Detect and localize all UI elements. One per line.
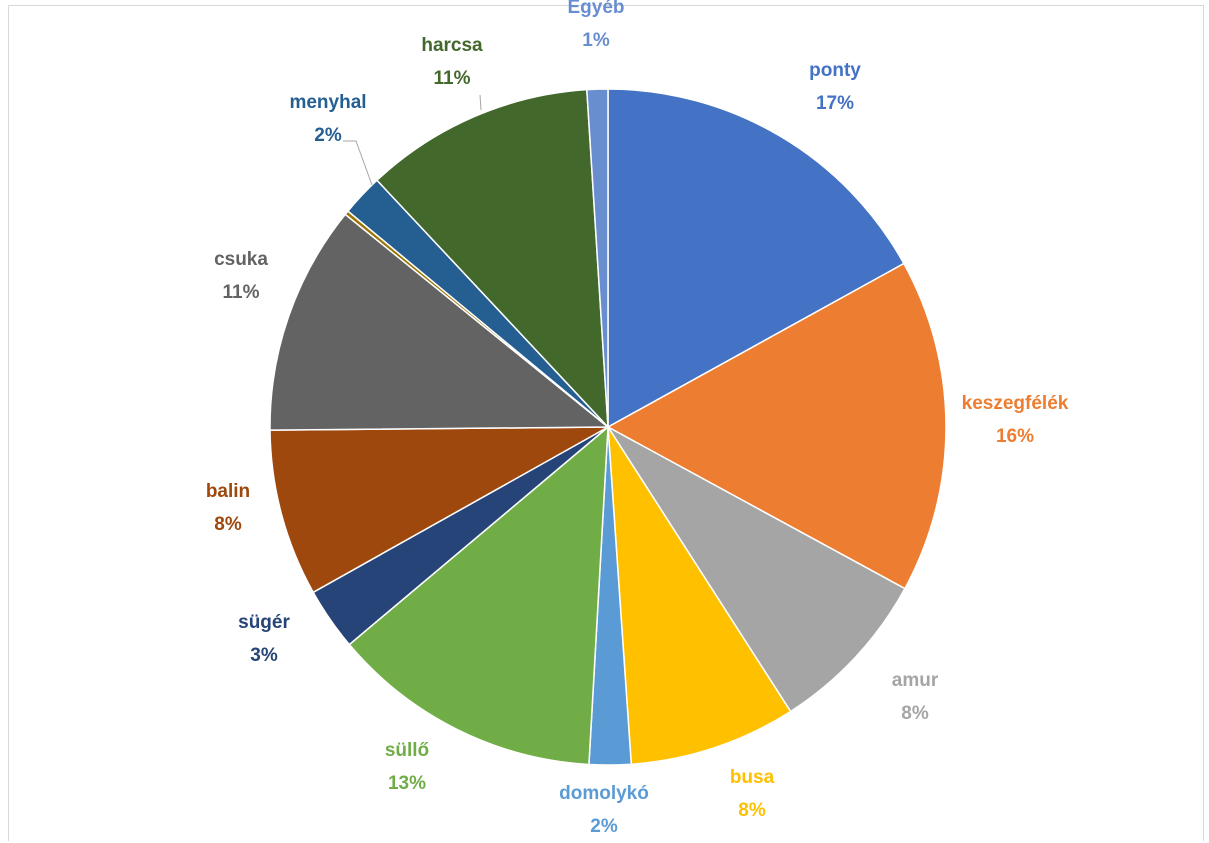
pie-slice-egyéb: [586, 88, 609, 428]
data-label-name: Egyéb: [567, 0, 624, 18]
pie-slice-ponty: [607, 88, 905, 429]
pie-slice-balin: [269, 426, 609, 594]
data-label-percent: 11%: [434, 68, 471, 89]
data-label-amur: amur 8%: [892, 670, 939, 724]
pie-slice-keszegfélék: [606, 262, 947, 590]
data-label-egyéb: Egyéb 1%: [567, 0, 624, 51]
data-label-name: balin: [206, 481, 250, 502]
chart-area: [8, 5, 1204, 841]
data-label-name: sügér: [238, 612, 290, 633]
data-label-name: csuka: [214, 249, 268, 270]
data-label-percent: 17%: [816, 93, 854, 114]
data-label-süllő: süllő 13%: [385, 740, 429, 794]
data-label-percent: 8%: [901, 703, 929, 724]
data-label-busa: busa 8%: [730, 767, 775, 821]
data-label-name: menyhal: [289, 92, 366, 113]
data-label-percent: 2%: [590, 816, 618, 837]
data-label-percent: 13%: [388, 773, 426, 794]
data-label-name: keszegfélék: [962, 393, 1069, 414]
data-label-percent: 8%: [214, 514, 242, 535]
data-label-name: busa: [730, 767, 775, 788]
leader-line-menyhal: [343, 140, 373, 186]
data-label-ponty: ponty 17%: [809, 60, 861, 114]
data-label-percent: 8%: [738, 800, 766, 821]
data-label-percent: 1%: [582, 30, 610, 51]
data-label-balin: balin 8%: [206, 481, 250, 535]
data-label-name: harcsa: [421, 35, 483, 56]
pie-slice-amur: [607, 426, 906, 713]
data-label-name: ponty: [809, 60, 861, 81]
data-label-keszegfélék: keszegfélék 16%: [962, 393, 1069, 447]
data-label-sügér: sügér 3%: [238, 612, 290, 666]
pie-slice-harcsa: [375, 88, 609, 430]
data-label-percent: 2%: [314, 125, 342, 146]
data-label-menyhal: menyhal 2%: [289, 92, 366, 146]
data-label-domolykó: domolykó 2%: [559, 783, 649, 837]
data-label-name: süllő: [385, 740, 429, 761]
pie-slice-busa: [607, 426, 792, 766]
pie-slice-csuka: [269, 213, 611, 431]
pie-slice-süllő: [348, 425, 609, 766]
data-label-percent: 16%: [996, 426, 1034, 447]
leader-line-harcsa: [479, 94, 482, 111]
data-label-csuka: csuka 11%: [214, 249, 268, 303]
data-label-name: domolykó: [559, 783, 649, 804]
data-label-harcsa: harcsa 11%: [421, 35, 483, 89]
data-label-percent: 11%: [223, 282, 260, 303]
data-label-name: amur: [892, 670, 939, 691]
data-label-percent: 3%: [250, 645, 278, 666]
